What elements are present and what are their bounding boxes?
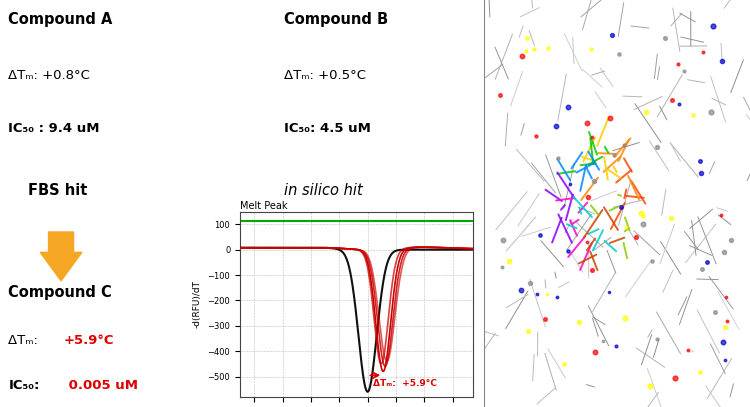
Text: ΔTₘ: +0.5°C: ΔTₘ: +0.5°C	[284, 69, 366, 82]
Text: FBS hit: FBS hit	[28, 183, 87, 198]
Text: Compound A: Compound A	[8, 12, 112, 27]
Text: 0.005 uM: 0.005 uM	[64, 379, 138, 392]
Text: ΔTₘ: +0.8°C: ΔTₘ: +0.8°C	[8, 69, 90, 82]
Text: IC₅₀ : 9.4 uM: IC₅₀ : 9.4 uM	[8, 122, 100, 135]
Text: in silico hit: in silico hit	[284, 183, 362, 198]
Text: Melt Peak: Melt Peak	[240, 201, 287, 211]
Text: Compound C: Compound C	[8, 285, 112, 300]
Text: ΔTₘ:  +5.9°C: ΔTₘ: +5.9°C	[374, 379, 437, 388]
Text: IC₅₀:: IC₅₀:	[8, 379, 40, 392]
Text: +5.9°C: +5.9°C	[64, 334, 114, 347]
Y-axis label: -d(RFU)/dT: -d(RFU)/dT	[193, 280, 202, 328]
Text: Structure-Guided: Structure-Guided	[284, 216, 446, 234]
Text: IC₅₀: 4.5 uM: IC₅₀: 4.5 uM	[284, 122, 370, 135]
FancyArrow shape	[40, 232, 82, 281]
Text: ΔTₘ:: ΔTₘ:	[8, 334, 43, 347]
Text: Compound B: Compound B	[284, 12, 388, 27]
Text: Merging: Merging	[284, 260, 362, 278]
